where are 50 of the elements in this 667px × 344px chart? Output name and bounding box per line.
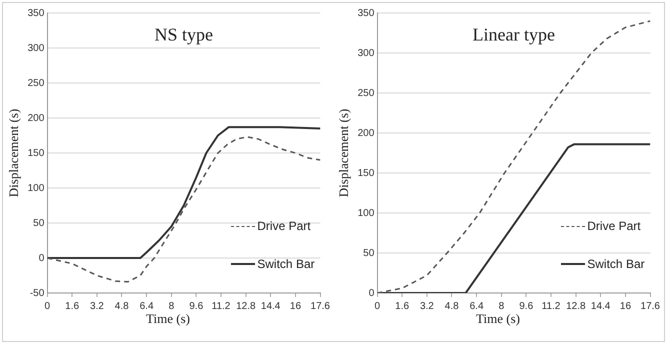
y-tick-label: 150 — [28, 148, 45, 159]
y-tick-label: 100 — [28, 182, 45, 194]
y-tick-label: 300 — [358, 48, 375, 59]
x-tick-label: 4.8 — [114, 300, 130, 312]
y-axis-title: Displacement (s) — [6, 108, 22, 198]
x-tick-label: 17.6 — [640, 300, 660, 312]
text: NS type — [154, 24, 214, 45]
legend-label: Switch Bar — [257, 257, 315, 271]
y-tick-label: 150 — [358, 168, 375, 179]
line-series — [47, 136, 320, 283]
x-tick-label: 6.4 — [140, 300, 154, 312]
y-tick-label: 250 — [28, 78, 45, 89]
y-tick-label: 100 — [358, 208, 375, 219]
x-tick-label: 8 — [498, 300, 505, 312]
y-tick-label: 200 — [28, 112, 45, 124]
x-axis-title: Time (s) — [475, 311, 521, 327]
y-tick-label: 50 — [33, 218, 45, 229]
y-tick-label: -50 — [30, 288, 45, 299]
y-tick-label: 200 — [358, 128, 375, 139]
x-tick-label: 9.6 — [189, 300, 204, 312]
legend-label: Drive Part — [587, 219, 641, 233]
x-tick-label: 16 — [290, 300, 302, 312]
x-tick-label: 12.8 — [566, 300, 586, 312]
legend-label: Drive Part — [257, 219, 311, 233]
y-tick-label: 350 — [28, 8, 45, 19]
y-tick-label: 300 — [28, 42, 45, 54]
x-tick-label: 3.2 — [420, 300, 434, 312]
x-tick-label: 1.6 — [395, 300, 410, 312]
y-tick-label: 0 — [38, 252, 45, 264]
x-tick-label: 3.2 — [90, 300, 104, 312]
x-tick-label: 14.4 — [590, 300, 611, 312]
x-tick-label: 9.6 — [519, 300, 534, 312]
x-tick-label: 11.2 — [542, 300, 561, 312]
y-tick-label: 250 — [358, 88, 375, 99]
x-tick-label: 16 — [620, 300, 632, 312]
x-tick-label: 12.8 — [236, 300, 256, 312]
x-axis-title: Time (s) — [145, 311, 191, 327]
y-axis-title: Displacement (s) — [336, 108, 352, 198]
legend-label: Switch Bar — [587, 257, 645, 271]
x-tick-label: 6.4 — [470, 300, 484, 312]
x-tick-label: 1.6 — [65, 300, 80, 312]
text: Linear type — [472, 24, 556, 45]
x-tick-label: 4.8 — [444, 300, 460, 312]
y-tick-label: 350 — [358, 8, 375, 19]
x-tick-label: 14.4 — [260, 300, 281, 312]
x-tick-label: 11.2 — [212, 300, 231, 312]
y-tick-label: 50 — [363, 248, 375, 259]
y-tick-label: 0 — [368, 288, 375, 299]
x-tick-label: 8 — [168, 300, 175, 312]
x-tick-label: 17.6 — [310, 300, 330, 312]
